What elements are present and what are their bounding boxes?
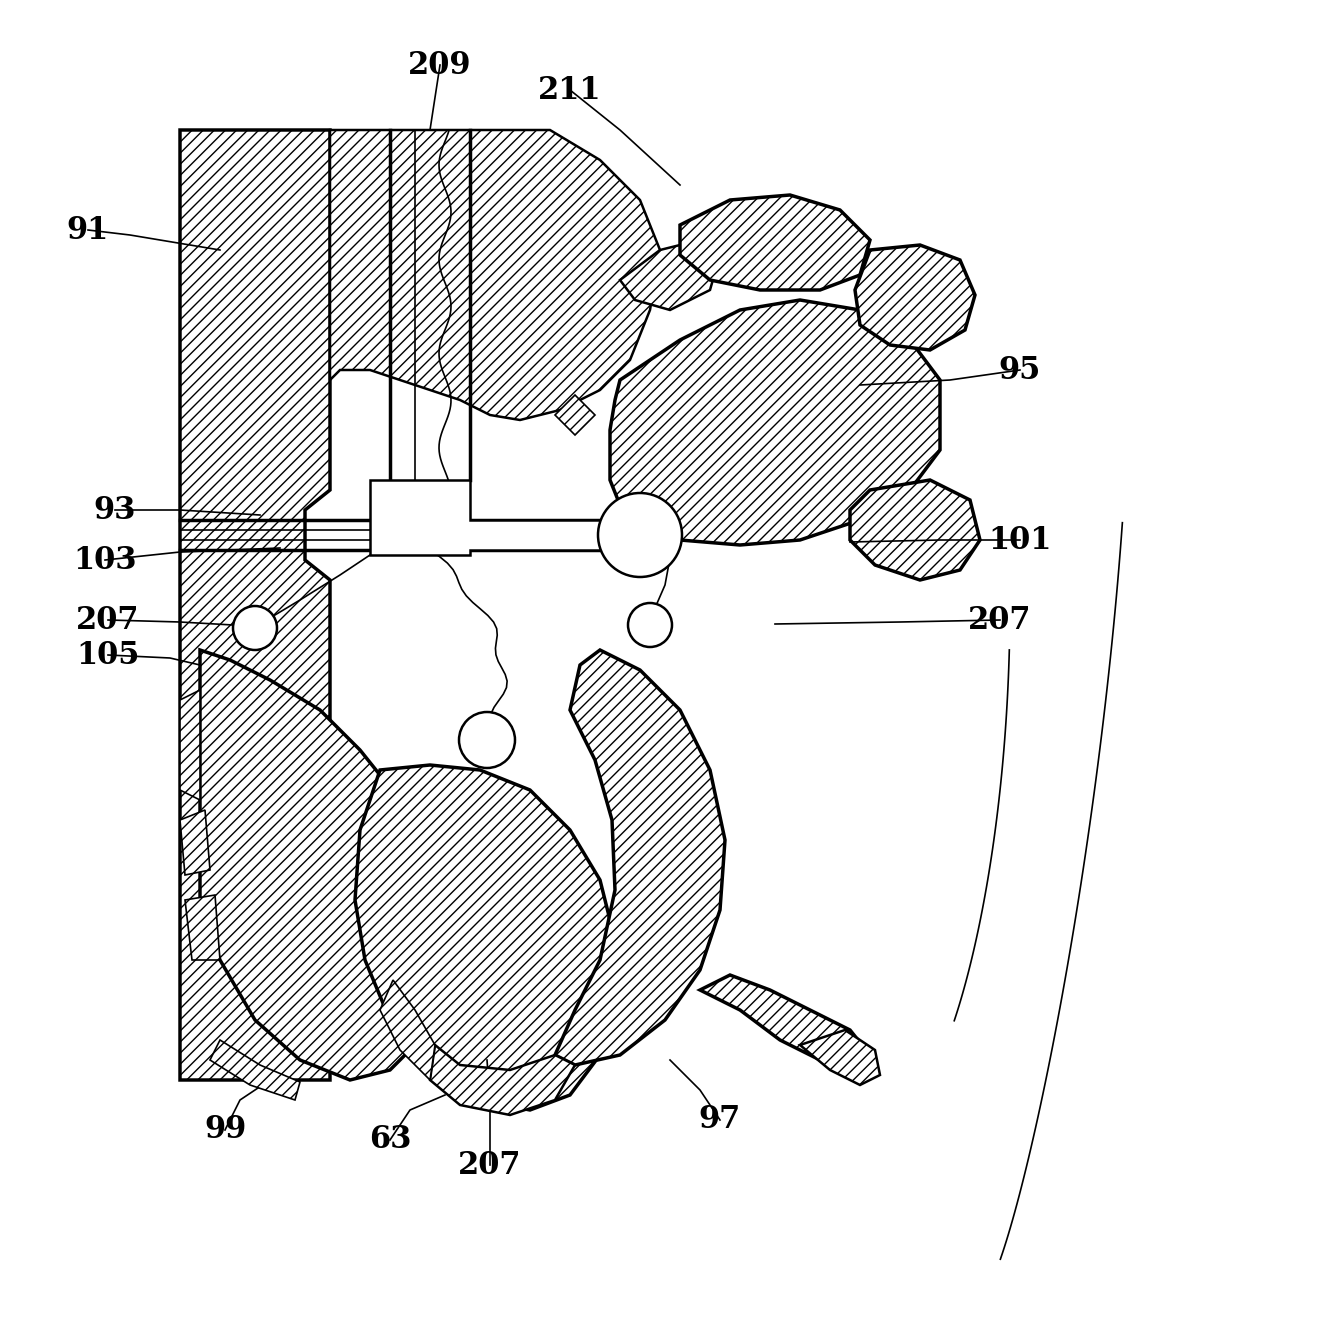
Text: 63: 63 — [369, 1125, 411, 1156]
Text: 207: 207 — [76, 605, 140, 636]
Circle shape — [232, 606, 277, 650]
Polygon shape — [180, 130, 330, 1080]
Text: 91: 91 — [67, 215, 110, 245]
Text: 101: 101 — [989, 524, 1051, 555]
Circle shape — [628, 603, 672, 646]
Circle shape — [460, 712, 514, 768]
Polygon shape — [855, 245, 975, 350]
Text: 207: 207 — [969, 605, 1031, 636]
Text: 103: 103 — [73, 544, 136, 575]
Polygon shape — [611, 300, 941, 544]
Polygon shape — [554, 396, 595, 434]
Polygon shape — [620, 240, 720, 310]
Polygon shape — [554, 650, 725, 1065]
Polygon shape — [184, 894, 220, 960]
Circle shape — [599, 493, 681, 577]
Polygon shape — [379, 980, 436, 1080]
Text: 99: 99 — [204, 1114, 246, 1145]
Text: 211: 211 — [538, 75, 601, 106]
Polygon shape — [370, 480, 669, 555]
Polygon shape — [850, 480, 981, 581]
Polygon shape — [210, 1041, 301, 1100]
Polygon shape — [180, 810, 210, 874]
Polygon shape — [800, 1030, 880, 1085]
Polygon shape — [700, 975, 870, 1070]
Polygon shape — [200, 650, 445, 1080]
Text: 97: 97 — [699, 1105, 741, 1136]
Text: 95: 95 — [999, 354, 1041, 385]
Text: 105: 105 — [76, 640, 140, 670]
Text: 207: 207 — [458, 1149, 522, 1180]
Polygon shape — [430, 1045, 574, 1114]
Polygon shape — [180, 691, 200, 801]
Text: 93: 93 — [94, 495, 136, 526]
Polygon shape — [680, 194, 870, 290]
Text: 209: 209 — [409, 50, 472, 80]
Polygon shape — [330, 130, 660, 420]
Polygon shape — [355, 764, 615, 1110]
